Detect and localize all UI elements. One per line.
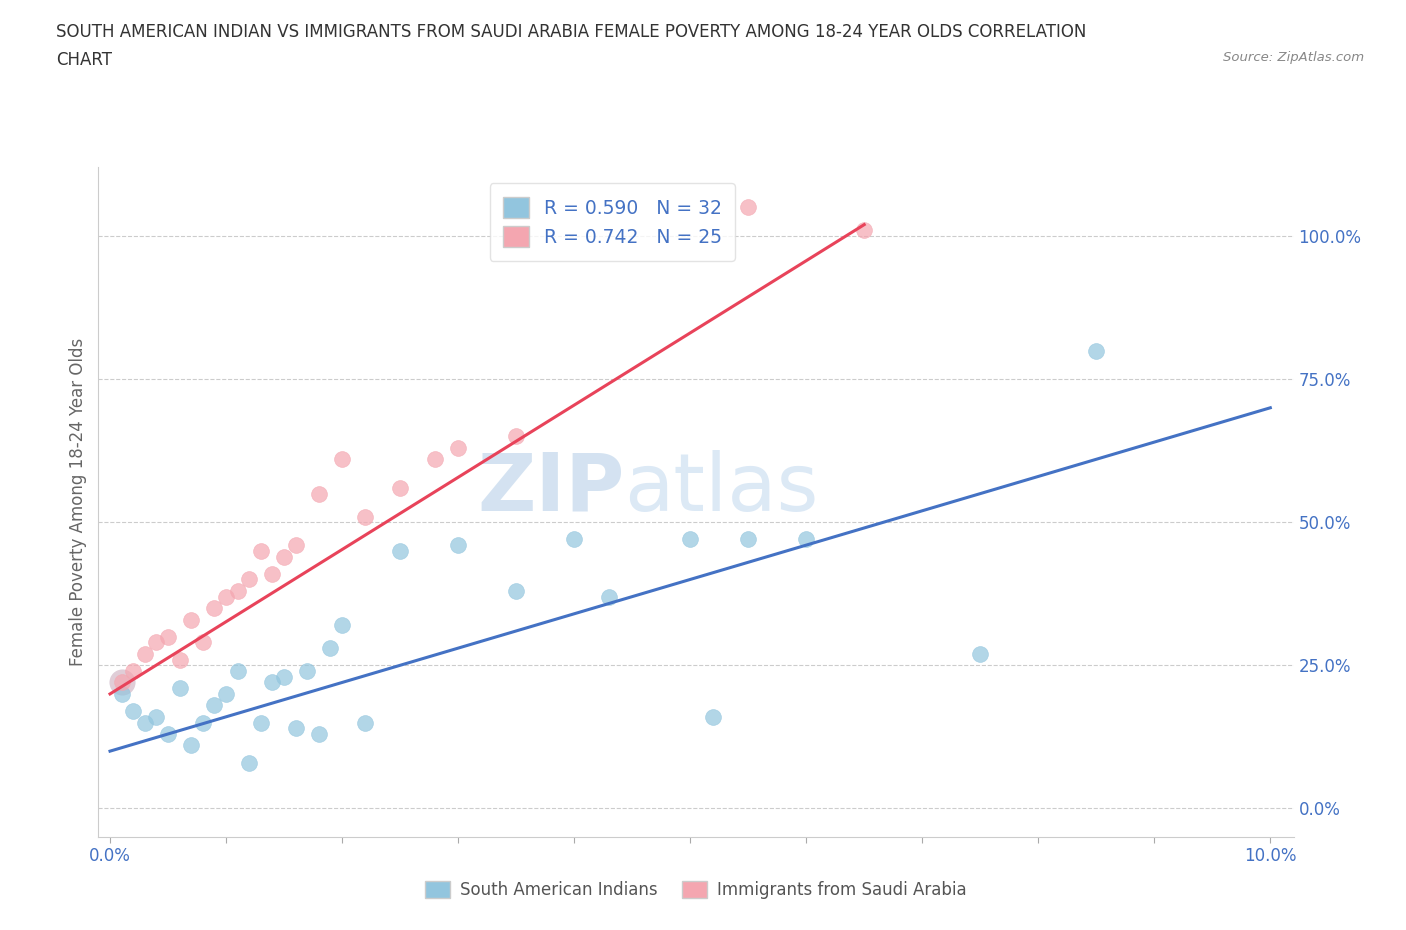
Point: [737, 532, 759, 547]
Point: [238, 572, 260, 587]
Point: [297, 664, 319, 679]
Point: [679, 532, 702, 547]
Point: [284, 538, 307, 552]
Point: [737, 200, 759, 215]
Point: [702, 710, 724, 724]
Point: [157, 630, 180, 644]
Point: [389, 481, 412, 496]
Point: [598, 590, 620, 604]
Point: [215, 590, 238, 604]
Point: [180, 738, 202, 753]
Point: [122, 664, 145, 679]
Point: [284, 721, 307, 736]
Point: [180, 612, 202, 627]
Point: [250, 715, 273, 730]
Point: [273, 670, 295, 684]
Point: [562, 532, 585, 547]
Text: ZIP: ZIP: [477, 450, 624, 528]
Point: [447, 538, 470, 552]
Point: [145, 635, 167, 650]
Point: [134, 715, 156, 730]
Point: [389, 543, 412, 558]
Point: [262, 675, 284, 690]
Point: [191, 715, 214, 730]
Point: [354, 509, 377, 524]
Point: [262, 566, 284, 581]
Point: [354, 715, 377, 730]
Point: [447, 441, 470, 456]
Point: [169, 652, 191, 667]
Point: [423, 452, 446, 467]
Point: [330, 452, 353, 467]
Point: [1085, 343, 1108, 358]
Point: [505, 429, 527, 444]
Point: [191, 635, 214, 650]
Point: [169, 681, 191, 696]
Point: [238, 755, 260, 770]
Point: [794, 532, 817, 547]
Point: [250, 543, 273, 558]
Text: Source: ZipAtlas.com: Source: ZipAtlas.com: [1223, 51, 1364, 64]
Point: [111, 675, 134, 690]
Point: [145, 710, 167, 724]
Point: [853, 223, 876, 238]
Point: [157, 726, 180, 741]
Point: [122, 704, 145, 719]
Point: [134, 646, 156, 661]
Point: [505, 583, 527, 598]
Point: [111, 675, 134, 690]
Point: [273, 549, 295, 564]
Y-axis label: Female Poverty Among 18-24 Year Olds: Female Poverty Among 18-24 Year Olds: [69, 339, 87, 666]
Point: [308, 726, 330, 741]
Point: [319, 641, 342, 656]
Point: [330, 618, 353, 632]
Text: atlas: atlas: [624, 450, 818, 528]
Text: SOUTH AMERICAN INDIAN VS IMMIGRANTS FROM SAUDI ARABIA FEMALE POVERTY AMONG 18-24: SOUTH AMERICAN INDIAN VS IMMIGRANTS FROM…: [56, 23, 1087, 41]
Point: [226, 583, 249, 598]
Point: [215, 686, 238, 701]
Text: CHART: CHART: [56, 51, 112, 69]
Point: [111, 686, 134, 701]
Legend: South American Indians, Immigrants from Saudi Arabia: South American Indians, Immigrants from …: [418, 874, 974, 906]
Point: [969, 646, 991, 661]
Point: [111, 675, 134, 690]
Point: [204, 601, 226, 616]
Point: [308, 486, 330, 501]
Point: [204, 698, 226, 712]
Point: [226, 664, 249, 679]
